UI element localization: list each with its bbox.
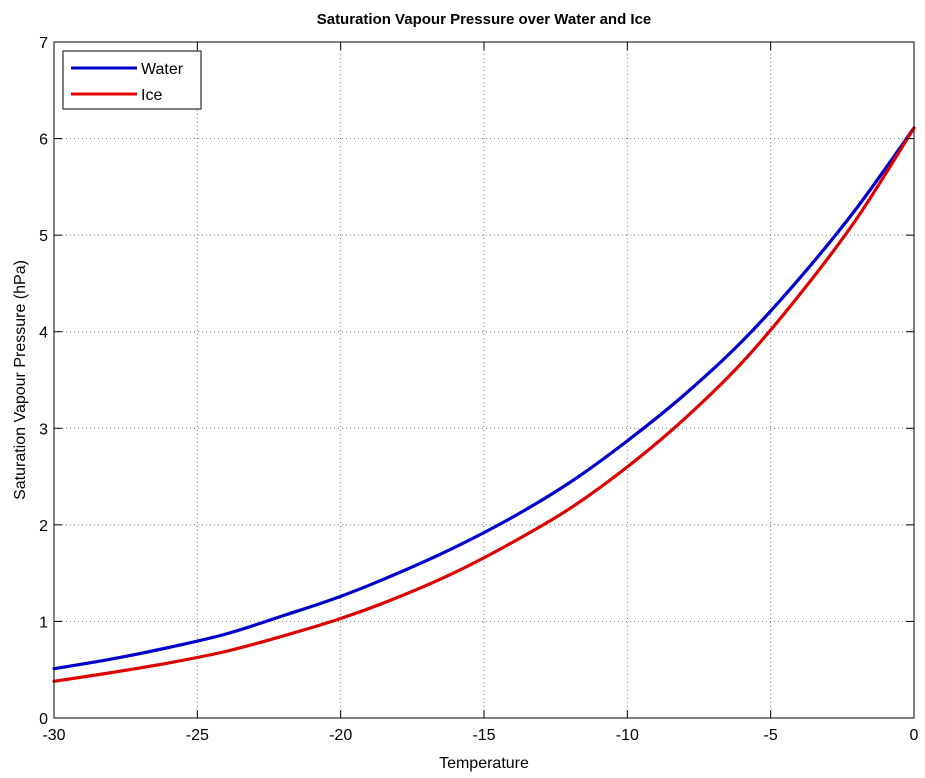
grid [54,42,914,718]
plot-background [54,42,914,718]
x-tick-label: 0 [910,727,919,744]
tick-labels: -30 -25 -20 -15 -10 -5 0 0 1 2 3 4 5 6 7 [39,35,918,744]
ticks [53,41,915,719]
x-tick-label: -15 [472,727,495,744]
series-line-water [52,126,916,671]
x-tick-label: -10 [616,727,639,744]
y-tick-label: 3 [39,421,48,438]
x-tick-label: -5 [764,727,778,744]
y-tick-label: 7 [39,35,48,52]
series-lines [52,126,916,683]
series-line-ice [52,126,916,683]
chart-title: Saturation Vapour Pressure over Water an… [317,11,652,28]
x-tick-label: -25 [186,727,209,744]
legend: Water Ice [62,50,202,110]
legend-box [62,50,202,110]
y-tick-label: 1 [39,614,48,631]
x-tick-label: -20 [329,727,352,744]
x-axis-label: Temperature [439,755,529,772]
y-tick-label: 4 [39,325,48,342]
y-tick-label: 2 [39,518,48,535]
legend-label-ice: Ice [141,87,162,104]
y-axis-label: Saturation Vapour Pressure (hPa) [12,260,29,500]
legend-label-water: Water [141,61,184,78]
y-tick-label: 5 [39,228,48,245]
x-tick-label: -30 [42,727,65,744]
y-tick-label: 0 [39,711,48,728]
y-tick-label: 6 [39,132,48,149]
